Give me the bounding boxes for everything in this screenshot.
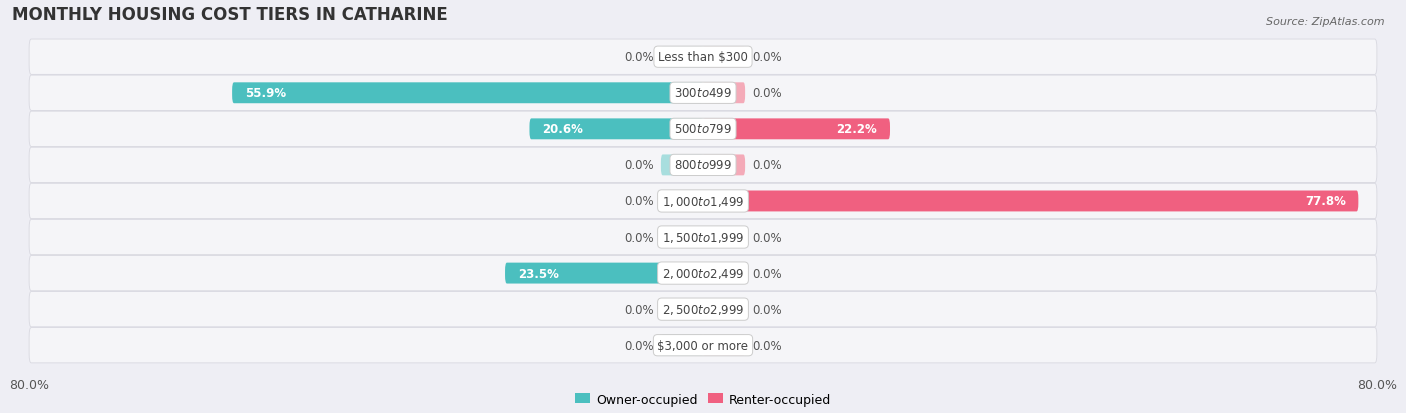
- FancyBboxPatch shape: [703, 263, 745, 284]
- FancyBboxPatch shape: [661, 227, 703, 248]
- FancyBboxPatch shape: [30, 148, 1376, 183]
- Text: Less than $300: Less than $300: [658, 51, 748, 64]
- Text: 55.9%: 55.9%: [245, 87, 285, 100]
- Text: 0.0%: 0.0%: [624, 51, 654, 64]
- FancyBboxPatch shape: [30, 76, 1376, 111]
- Text: 0.0%: 0.0%: [752, 339, 782, 352]
- Text: 0.0%: 0.0%: [752, 231, 782, 244]
- FancyBboxPatch shape: [703, 155, 745, 176]
- Text: $2,500 to $2,999: $2,500 to $2,999: [662, 302, 744, 316]
- Text: 0.0%: 0.0%: [624, 303, 654, 316]
- FancyBboxPatch shape: [661, 299, 703, 320]
- FancyBboxPatch shape: [530, 119, 703, 140]
- FancyBboxPatch shape: [661, 335, 703, 356]
- Text: 0.0%: 0.0%: [624, 195, 654, 208]
- FancyBboxPatch shape: [661, 155, 703, 176]
- Text: $300 to $499: $300 to $499: [673, 87, 733, 100]
- Text: 0.0%: 0.0%: [752, 51, 782, 64]
- Text: Source: ZipAtlas.com: Source: ZipAtlas.com: [1267, 17, 1385, 26]
- Text: 0.0%: 0.0%: [752, 267, 782, 280]
- FancyBboxPatch shape: [30, 328, 1376, 363]
- FancyBboxPatch shape: [703, 47, 745, 68]
- FancyBboxPatch shape: [232, 83, 703, 104]
- FancyBboxPatch shape: [30, 40, 1376, 75]
- FancyBboxPatch shape: [703, 119, 890, 140]
- FancyBboxPatch shape: [661, 191, 703, 212]
- FancyBboxPatch shape: [703, 335, 745, 356]
- Text: $800 to $999: $800 to $999: [673, 159, 733, 172]
- Legend: Owner-occupied, Renter-occupied: Owner-occupied, Renter-occupied: [569, 388, 837, 411]
- Text: 23.5%: 23.5%: [517, 267, 558, 280]
- Text: 0.0%: 0.0%: [752, 87, 782, 100]
- Text: 0.0%: 0.0%: [624, 231, 654, 244]
- FancyBboxPatch shape: [30, 292, 1376, 327]
- FancyBboxPatch shape: [661, 47, 703, 68]
- Text: 0.0%: 0.0%: [752, 159, 782, 172]
- FancyBboxPatch shape: [30, 112, 1376, 147]
- Text: 0.0%: 0.0%: [752, 303, 782, 316]
- FancyBboxPatch shape: [703, 227, 745, 248]
- Text: 22.2%: 22.2%: [837, 123, 877, 136]
- FancyBboxPatch shape: [30, 256, 1376, 291]
- Text: $500 to $799: $500 to $799: [673, 123, 733, 136]
- Text: 77.8%: 77.8%: [1305, 195, 1346, 208]
- FancyBboxPatch shape: [30, 184, 1376, 219]
- Text: $2,000 to $2,499: $2,000 to $2,499: [662, 266, 744, 280]
- Text: 20.6%: 20.6%: [543, 123, 583, 136]
- Text: 0.0%: 0.0%: [624, 159, 654, 172]
- FancyBboxPatch shape: [703, 191, 1358, 212]
- Text: $3,000 or more: $3,000 or more: [658, 339, 748, 352]
- Text: $1,000 to $1,499: $1,000 to $1,499: [662, 195, 744, 209]
- Text: 0.0%: 0.0%: [624, 339, 654, 352]
- FancyBboxPatch shape: [30, 220, 1376, 255]
- FancyBboxPatch shape: [703, 299, 745, 320]
- FancyBboxPatch shape: [505, 263, 703, 284]
- Text: MONTHLY HOUSING COST TIERS IN CATHARINE: MONTHLY HOUSING COST TIERS IN CATHARINE: [13, 5, 449, 24]
- FancyBboxPatch shape: [703, 83, 745, 104]
- Text: $1,500 to $1,999: $1,500 to $1,999: [662, 230, 744, 244]
